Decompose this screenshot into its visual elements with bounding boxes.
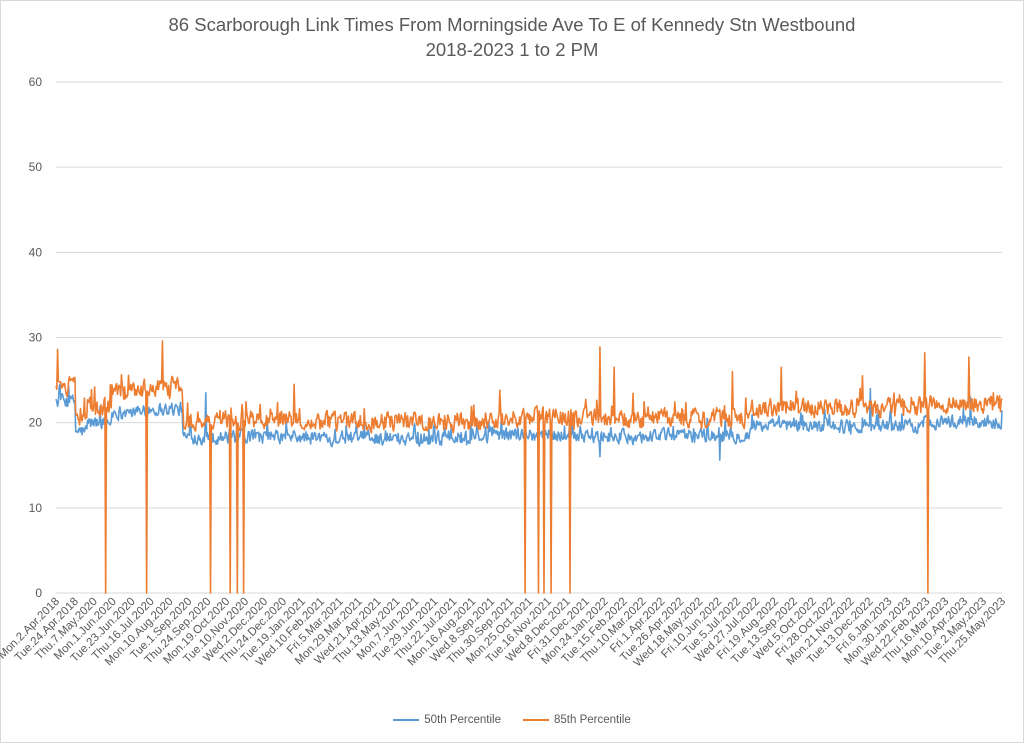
y-tick-label: 30 — [29, 331, 43, 345]
y-tick-label: 10 — [29, 501, 43, 515]
gridlines — [56, 81, 1002, 594]
legend-label-p50: 50th Percentile — [424, 714, 501, 726]
legend: 50th Percentile 85th Percentile — [0, 714, 1024, 726]
chart-subtitle: 2018-2023 1 to 2 PM — [425, 39, 599, 60]
y-tick-label: 20 — [29, 416, 43, 430]
y-tick-label: 50 — [29, 160, 43, 174]
series-p50 — [55, 383, 1003, 461]
x-tick-labels: Mon.2.Apr.2018Tue.24.Apr.2018Thu.7.May.2… — [0, 596, 1008, 670]
y-tick-label: 60 — [29, 75, 43, 89]
series-p85 — [55, 340, 1003, 594]
chart-title: 86 Scarborough Link Times From Morningsi… — [168, 14, 856, 35]
series-line — [55, 383, 1003, 461]
y-tick-label: 40 — [29, 245, 43, 259]
y-tick-labels: 0 10 20 30 40 50 60 — [29, 75, 43, 600]
legend-swatch-p50 — [393, 718, 420, 722]
legend-swatch-p85 — [523, 718, 549, 722]
legend-label-p85: 85th Percentile — [554, 714, 631, 726]
legend-item-p85: 85th Percentile — [523, 714, 631, 726]
y-tick-label: 0 — [35, 586, 42, 600]
series-lines — [55, 340, 1003, 594]
legend-item-p50: 50th Percentile — [393, 714, 501, 726]
series-line — [55, 340, 1003, 594]
